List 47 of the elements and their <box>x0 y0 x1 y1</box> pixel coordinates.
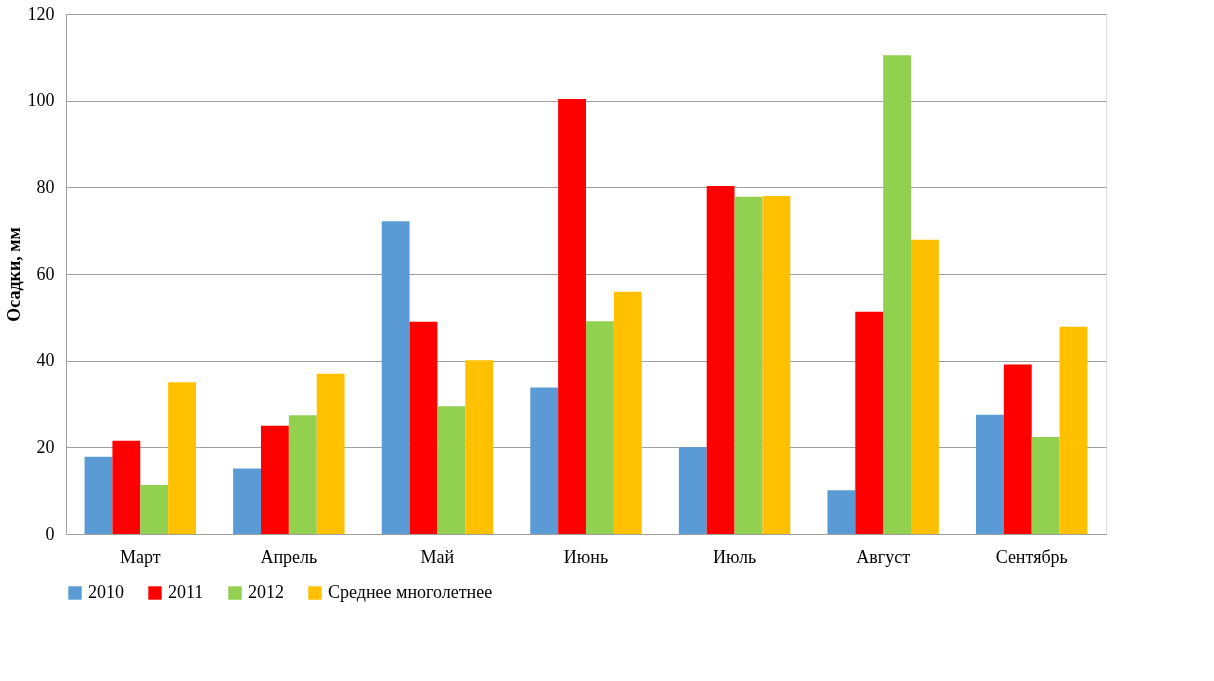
bar <box>678 447 707 534</box>
bar <box>558 98 586 534</box>
y-axis-title: Осадки, мм <box>3 227 24 322</box>
y-tick-label: 40 <box>36 350 55 371</box>
x-tick-label: Сентябрь <box>995 546 1068 567</box>
legend-label: 2010 <box>88 582 124 602</box>
y-tick-label: 0 <box>45 523 55 544</box>
bar <box>168 382 196 534</box>
x-tick-label: Июнь <box>563 546 609 567</box>
bar <box>381 221 410 534</box>
y-tick-label: 60 <box>36 263 55 284</box>
bar <box>409 321 438 534</box>
x-tick-label: Март <box>119 546 161 567</box>
bar <box>1031 436 1060 534</box>
bar <box>1059 326 1088 534</box>
x-tick-label: Июль <box>712 546 757 567</box>
x-tick-label: Май <box>420 546 455 567</box>
x-tick-label: Август <box>856 546 911 567</box>
bar <box>261 425 289 534</box>
y-tick-label: 120 <box>27 3 55 24</box>
bar <box>855 311 884 534</box>
legend-label: 2012 <box>248 582 284 602</box>
bar <box>883 55 911 534</box>
x-tick-label: Апрель <box>260 546 318 567</box>
bar <box>706 186 735 534</box>
bar <box>613 291 642 534</box>
bar <box>911 239 939 534</box>
bar <box>112 440 141 534</box>
bar <box>288 415 317 534</box>
y-tick-label: 80 <box>36 176 55 197</box>
bar <box>1003 364 1032 534</box>
bar <box>140 485 169 534</box>
legend-label: 2011 <box>168 582 204 602</box>
bar <box>762 196 791 534</box>
bar <box>586 321 614 534</box>
bar <box>734 196 763 534</box>
bar <box>84 456 113 534</box>
legend-label: Среднее многолетнее <box>328 582 493 602</box>
bar <box>233 468 261 534</box>
bar <box>976 414 1004 534</box>
bar <box>465 360 494 534</box>
y-tick-label: 100 <box>27 90 55 111</box>
bar <box>530 387 559 534</box>
bar <box>437 406 466 534</box>
y-tick-label: 20 <box>36 436 55 457</box>
bar <box>316 373 345 534</box>
bar <box>827 490 856 534</box>
